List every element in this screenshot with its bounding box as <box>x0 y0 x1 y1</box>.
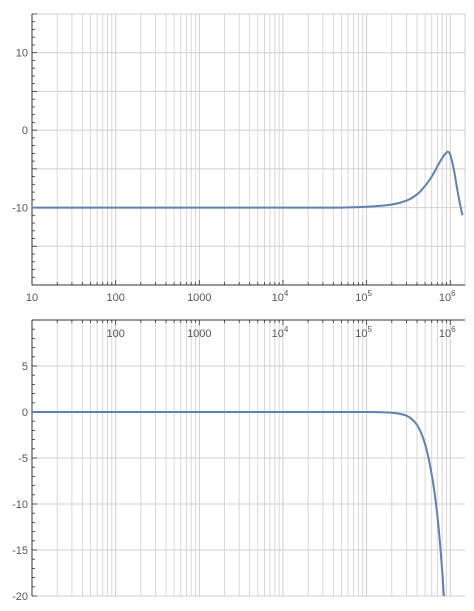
y-tick-marks <box>32 319 37 597</box>
y-tick-label: -5 <box>18 453 28 465</box>
y-tick-label: 5 <box>22 361 28 373</box>
x-tick-label: 1000 <box>187 328 211 340</box>
tick-exponent: 5 <box>368 325 373 334</box>
y-tick-label: 0 <box>22 407 28 419</box>
x-tick-label: 105 <box>355 289 372 304</box>
x-tick-label: 104 <box>272 325 289 340</box>
tick-base: 10 <box>439 292 451 304</box>
tick-exponent: 6 <box>451 325 456 334</box>
y-tick-label: -15 <box>12 545 28 557</box>
tick-base: 10 <box>272 292 284 304</box>
tick-exponent: 5 <box>368 289 373 298</box>
y-tick-label: -10 <box>12 499 28 511</box>
tick-base: 10 <box>355 292 367 304</box>
tick-base: 10 <box>355 328 367 340</box>
y-tick-label: 10 <box>16 48 28 60</box>
tick-exponent: 6 <box>451 289 456 298</box>
y-tick-label: 0 <box>22 125 28 137</box>
x-tick-label: 104 <box>272 289 289 304</box>
x-tick-label: 105 <box>355 325 372 340</box>
x-tick-label: 100 <box>106 292 124 304</box>
y-tick-label: -20 <box>12 591 28 603</box>
x-tick-label: 10 <box>26 292 38 304</box>
tick-base: 10 <box>272 328 284 340</box>
x-tick-label: 106 <box>439 325 456 340</box>
tick-exponent: 4 <box>284 325 289 334</box>
x-tick-label: 100 <box>106 328 124 340</box>
y-tick-marks <box>32 13 37 286</box>
series-line <box>32 410 445 596</box>
tick-base: 10 <box>439 328 451 340</box>
y-tick-label: -10 <box>12 203 28 215</box>
x-tick-label: 106 <box>439 289 456 304</box>
grid-lines <box>31 319 465 597</box>
series-line <box>32 150 464 216</box>
x-tick-marks <box>31 320 451 325</box>
x-tick-marks <box>31 280 451 285</box>
tick-exponent: 4 <box>284 289 289 298</box>
grid-lines <box>31 13 465 286</box>
x-tick-label: 1000 <box>187 292 211 304</box>
